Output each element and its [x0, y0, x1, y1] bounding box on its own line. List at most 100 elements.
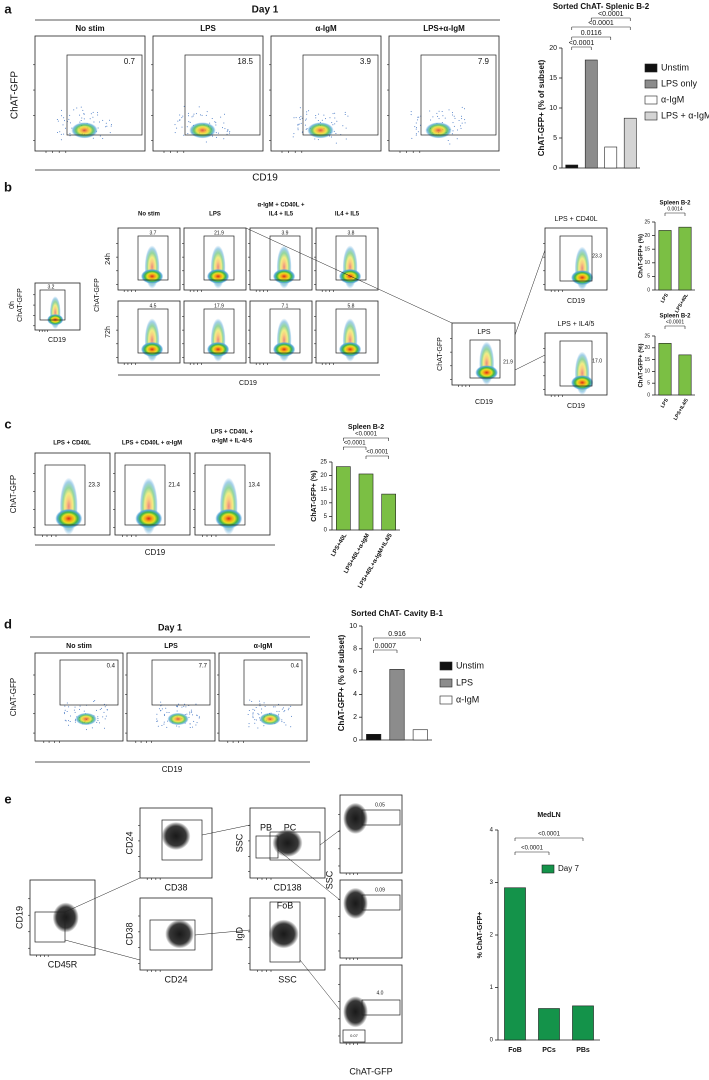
event-dot — [189, 713, 191, 715]
axis-title: SSC — [234, 833, 244, 852]
event-dot — [110, 124, 112, 126]
gate-value: 0.05 — [375, 802, 385, 808]
event-dot — [248, 726, 250, 728]
event-dot — [191, 116, 193, 118]
event-dot — [83, 710, 85, 712]
p-value: <0.0001 — [666, 319, 684, 325]
event-dot — [255, 719, 257, 721]
event-dot — [251, 701, 253, 703]
axis-title: CD19 — [239, 380, 257, 387]
event-dot — [297, 129, 299, 131]
event-dot — [297, 127, 299, 129]
x-tick-label: PBs — [576, 1047, 590, 1054]
y-tick-label: 5 — [647, 274, 650, 280]
plot-title: LPS + CD40L — [53, 441, 91, 447]
axis-title: CD45R — [48, 959, 78, 969]
y-axis-title: ChAT-GFP+ (%) — [639, 343, 645, 387]
event-dot — [215, 132, 217, 134]
axis-title: IgD — [234, 927, 244, 942]
flow-plot — [34, 652, 124, 742]
legend-label: LPS — [456, 677, 473, 687]
event-dot — [201, 114, 203, 116]
event-dot — [460, 127, 462, 129]
event-dot — [254, 722, 256, 724]
event-dot — [331, 136, 333, 138]
event-dot — [334, 123, 336, 125]
event-dot — [335, 133, 337, 135]
legend-label: Day 7 — [558, 864, 579, 873]
y-tick-label: 2 — [490, 933, 494, 939]
p-value: 0.0007 — [375, 643, 397, 650]
event-dot — [192, 726, 194, 728]
event-dot — [248, 710, 250, 712]
y-axis-title: % ChAT-GFP+ — [477, 912, 484, 959]
event-dot — [104, 718, 106, 720]
row-label: 24h — [105, 253, 112, 265]
y-tick-label: 0 — [647, 287, 650, 293]
axis-title: ChAT-GFP — [10, 71, 21, 119]
event-dot — [99, 121, 101, 123]
event-dot — [228, 132, 230, 134]
event-dot — [104, 706, 106, 708]
legend-swatch — [439, 678, 453, 688]
event-dot — [105, 126, 107, 128]
event-dot — [324, 118, 326, 120]
event-dot — [226, 130, 228, 132]
y-tick-label: 10 — [644, 369, 650, 375]
legend-label: Unstim — [456, 660, 484, 670]
event-dot — [229, 131, 231, 133]
gate — [137, 235, 169, 281]
event-dot — [206, 111, 208, 113]
x-tick-label: FoB — [508, 1047, 522, 1054]
chart-title: Sorted ChAT- Cavity B-1 — [351, 609, 443, 618]
plot-title: α-IgM — [254, 643, 273, 650]
event-dot — [306, 113, 308, 115]
density — [475, 365, 498, 381]
event-dot — [97, 716, 99, 718]
event-dot — [458, 119, 460, 121]
gate — [34, 911, 66, 943]
event-dot — [73, 709, 75, 711]
p-value: <0.0001 — [569, 40, 595, 47]
event-dot — [332, 124, 334, 126]
event-dot — [461, 122, 463, 124]
event-dot — [263, 725, 265, 727]
x-tick-label: PCs — [542, 1047, 556, 1054]
event-dot — [261, 708, 263, 710]
event-dot — [247, 713, 249, 715]
event-dot — [69, 114, 71, 116]
y-tick-label: 1 — [490, 985, 494, 991]
gate — [269, 235, 301, 281]
event-dot — [293, 117, 295, 119]
connector — [277, 849, 341, 901]
event-dot — [193, 113, 195, 115]
event-dot — [63, 711, 65, 713]
event-dot — [176, 725, 178, 727]
event-dot — [167, 720, 169, 722]
event-dot — [74, 706, 76, 708]
event-dot — [452, 114, 454, 116]
event-dot — [63, 133, 65, 135]
event-dot — [288, 707, 290, 709]
event-dot — [64, 713, 66, 715]
x-tick-label: LPS — [660, 292, 670, 304]
event-dot — [205, 141, 207, 143]
event-dot — [189, 121, 191, 123]
y-tick-label: 10 — [349, 623, 357, 630]
event-dot — [261, 712, 263, 714]
event-dot — [259, 705, 261, 707]
event-dot — [220, 116, 222, 118]
event-dot — [187, 115, 189, 117]
event-dot — [81, 117, 83, 119]
event-dot — [190, 711, 192, 713]
connector — [299, 959, 341, 1011]
event-dot — [99, 135, 101, 137]
event-dot — [95, 709, 97, 711]
y-tick-label: 0 — [647, 392, 650, 398]
bar — [538, 1008, 560, 1041]
event-dot — [215, 136, 217, 138]
event-dot — [165, 707, 167, 709]
event-dot — [317, 139, 319, 141]
event-dot — [74, 711, 76, 713]
axis-title: CD19 — [145, 548, 166, 557]
